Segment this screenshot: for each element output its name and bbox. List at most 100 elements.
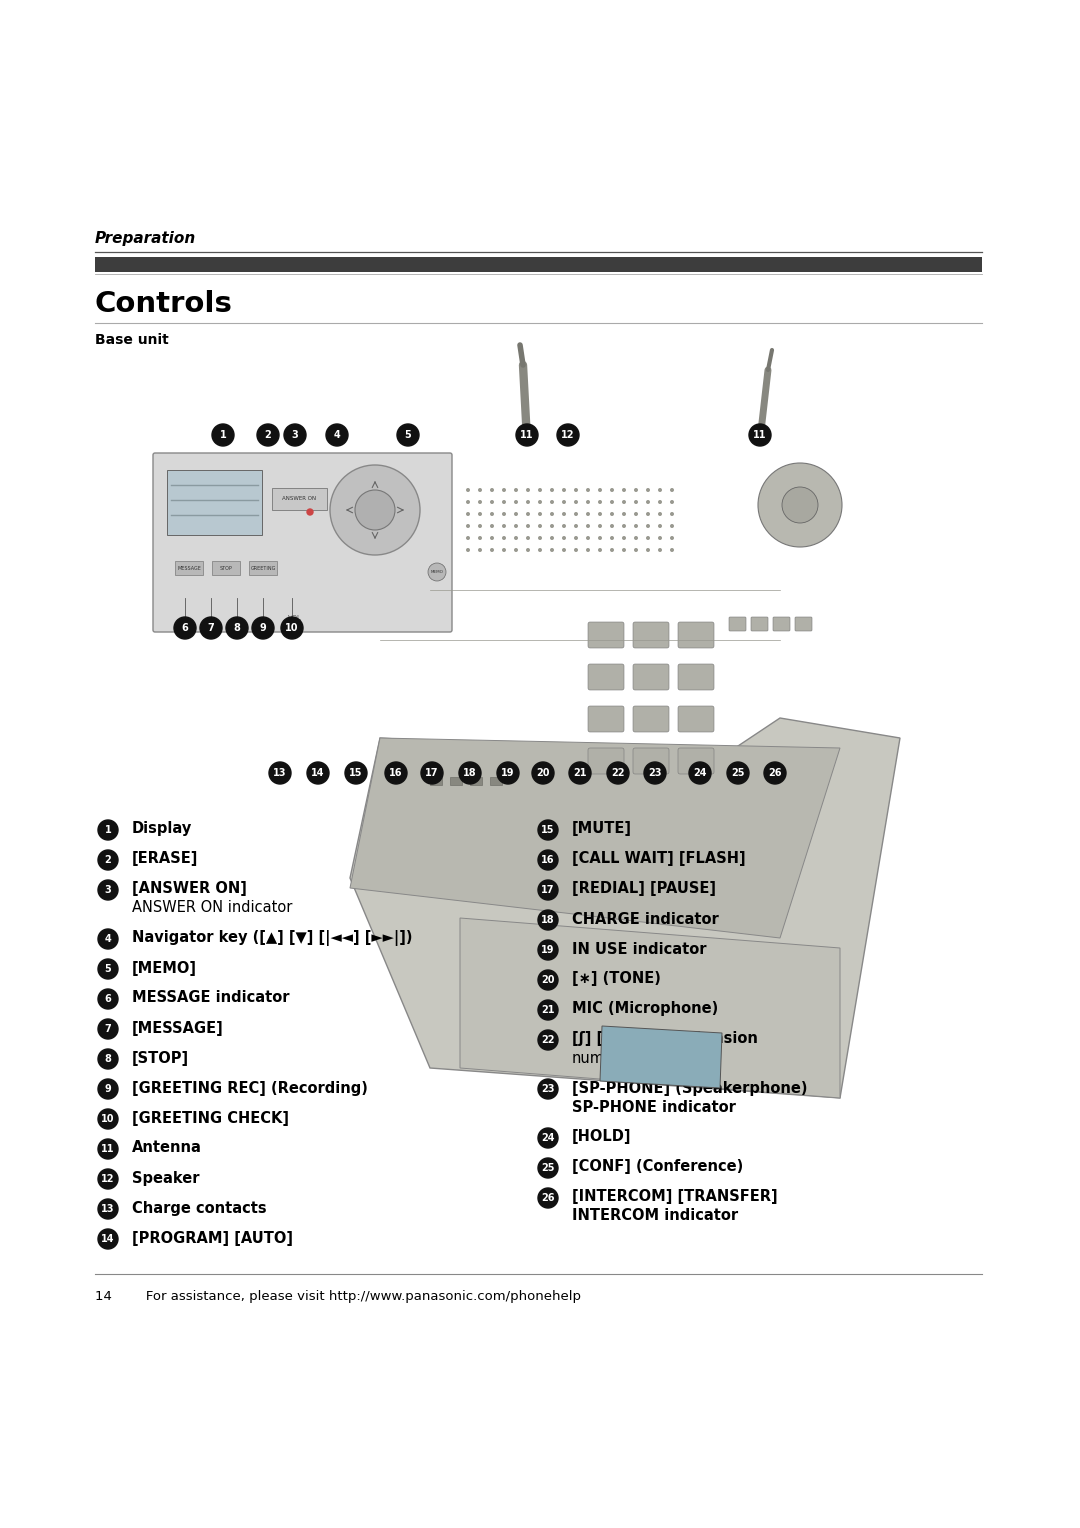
Text: STOP: STOP <box>219 565 232 570</box>
Text: ANSWER ON: ANSWER ON <box>282 497 316 501</box>
Circle shape <box>98 1169 118 1189</box>
Circle shape <box>502 549 507 552</box>
Text: 14: 14 <box>102 1235 114 1244</box>
Circle shape <box>658 500 662 504</box>
Circle shape <box>478 536 482 539</box>
Text: Navigator key ([▲] [▼] [|◄◄] [►►|]): Navigator key ([▲] [▼] [|◄◄] [►►|]) <box>132 931 413 946</box>
Circle shape <box>98 1019 118 1039</box>
Text: 19: 19 <box>501 769 515 778</box>
Circle shape <box>562 536 566 539</box>
Circle shape <box>658 487 662 492</box>
Circle shape <box>670 500 674 504</box>
Circle shape <box>598 500 602 504</box>
Circle shape <box>646 500 650 504</box>
Circle shape <box>586 549 590 552</box>
Text: Charge contacts: Charge contacts <box>132 1201 267 1215</box>
FancyBboxPatch shape <box>588 749 624 775</box>
Circle shape <box>490 500 494 504</box>
Text: 4: 4 <box>105 934 111 944</box>
Text: Preparation: Preparation <box>95 231 197 246</box>
Circle shape <box>538 1158 558 1178</box>
Text: IN USE indicator: IN USE indicator <box>572 941 706 957</box>
Circle shape <box>538 1079 558 1099</box>
Bar <box>175 561 203 575</box>
Circle shape <box>586 536 590 539</box>
Circle shape <box>98 850 118 869</box>
FancyBboxPatch shape <box>633 665 669 691</box>
Circle shape <box>538 536 542 539</box>
Text: 12: 12 <box>102 1174 114 1184</box>
Text: 15: 15 <box>541 825 555 834</box>
Circle shape <box>573 512 578 516</box>
Circle shape <box>646 536 650 539</box>
Circle shape <box>478 487 482 492</box>
Circle shape <box>598 536 602 539</box>
Text: 20: 20 <box>537 769 550 778</box>
Text: [REDIAL] [PAUSE]: [REDIAL] [PAUSE] <box>572 882 716 897</box>
Circle shape <box>550 487 554 492</box>
Circle shape <box>307 762 329 784</box>
Text: CHARGE indicator: CHARGE indicator <box>572 912 719 926</box>
Circle shape <box>465 524 470 529</box>
Text: [ANSWER ON]: [ANSWER ON] <box>132 882 247 897</box>
Circle shape <box>670 487 674 492</box>
Circle shape <box>562 487 566 492</box>
Circle shape <box>573 487 578 492</box>
Circle shape <box>550 524 554 529</box>
Text: 21: 21 <box>541 1005 555 1015</box>
Text: 8: 8 <box>233 623 241 633</box>
Text: 1: 1 <box>219 429 227 440</box>
Circle shape <box>98 1229 118 1248</box>
FancyBboxPatch shape <box>751 617 768 631</box>
Circle shape <box>284 423 306 446</box>
FancyBboxPatch shape <box>678 622 714 648</box>
Circle shape <box>634 549 638 552</box>
FancyBboxPatch shape <box>729 617 746 631</box>
Circle shape <box>330 465 420 555</box>
Text: [ʃ] [ʃ] [ʃ] [ʃ] (extension: [ʃ] [ʃ] [ʃ] [ʃ] (extension <box>572 1031 758 1047</box>
Circle shape <box>514 549 518 552</box>
Circle shape <box>598 524 602 529</box>
Circle shape <box>610 512 615 516</box>
Circle shape <box>514 524 518 529</box>
Text: 2: 2 <box>105 856 111 865</box>
Circle shape <box>226 617 248 639</box>
Circle shape <box>557 423 579 446</box>
Text: 10: 10 <box>285 623 299 633</box>
Circle shape <box>610 500 615 504</box>
Text: 25: 25 <box>731 769 745 778</box>
FancyBboxPatch shape <box>633 706 669 732</box>
Circle shape <box>526 536 530 539</box>
Circle shape <box>670 524 674 529</box>
Circle shape <box>646 549 650 552</box>
Circle shape <box>355 490 395 530</box>
Circle shape <box>98 880 118 900</box>
Text: [MESSAGE]: [MESSAGE] <box>132 1021 224 1036</box>
Polygon shape <box>350 738 840 938</box>
Circle shape <box>532 762 554 784</box>
Circle shape <box>646 512 650 516</box>
Circle shape <box>758 463 842 547</box>
Text: 7: 7 <box>207 623 214 633</box>
Circle shape <box>646 487 650 492</box>
Text: 16: 16 <box>389 769 403 778</box>
Circle shape <box>526 524 530 529</box>
Text: 11: 11 <box>753 429 767 440</box>
Circle shape <box>764 762 786 784</box>
Text: 14        For assistance, please visit http://www.panasonic.com/phonehelp: 14 For assistance, please visit http://w… <box>95 1290 581 1303</box>
Circle shape <box>459 762 481 784</box>
Circle shape <box>644 762 666 784</box>
Circle shape <box>538 880 558 900</box>
FancyBboxPatch shape <box>588 622 624 648</box>
Circle shape <box>98 960 118 979</box>
Circle shape <box>610 536 615 539</box>
Circle shape <box>538 549 542 552</box>
Circle shape <box>490 536 494 539</box>
Circle shape <box>98 1079 118 1099</box>
Circle shape <box>526 549 530 552</box>
FancyBboxPatch shape <box>678 706 714 732</box>
Text: 9: 9 <box>105 1083 111 1094</box>
Text: MESSAGE indicator: MESSAGE indicator <box>132 990 289 1005</box>
Text: 11: 11 <box>521 429 534 440</box>
Circle shape <box>98 1138 118 1160</box>
